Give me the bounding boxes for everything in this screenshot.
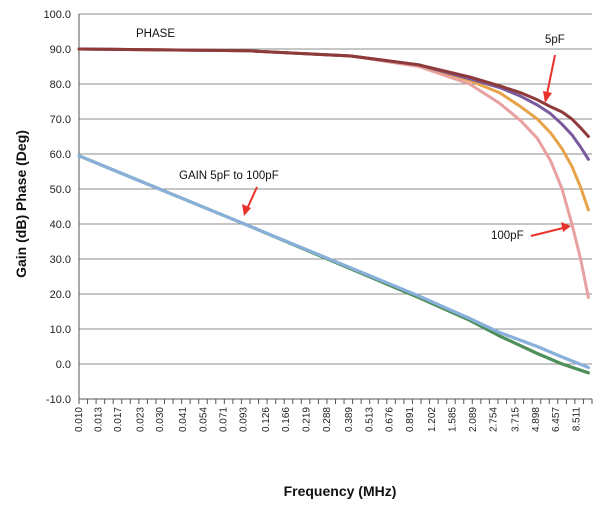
- annotation-phase: PHASE: [136, 28, 175, 40]
- x-tick-label: 0.013: [93, 407, 104, 432]
- x-tick-label: 2.754: [488, 407, 499, 432]
- y-tick-label: 50.0: [50, 184, 71, 196]
- x-tick-label: 0.389: [344, 407, 355, 432]
- y-tick-label: 70.0: [50, 114, 71, 126]
- x-tick-label: 0.054: [198, 407, 209, 432]
- x-tick-label: 0.219: [302, 407, 313, 432]
- y-tick-labels: 100.0 90.0 80.0 70.0 60.0 50.0 40.0 30.0 20.0 10.…: [43, 9, 71, 406]
- arrow-5pf: [546, 54, 556, 95]
- x-tick-label: 0.513: [364, 407, 375, 432]
- arrowhead-100pf: [561, 222, 571, 232]
- x-tick-label: 4.898: [531, 407, 542, 432]
- y-tick-label: 40.0: [50, 219, 71, 231]
- annotation-5pf: 5pF: [545, 34, 565, 46]
- phase-series-line-3: [77, 47, 590, 138]
- arrow-100pf: [530, 227, 564, 237]
- x-tick-label: 0.030: [155, 407, 166, 432]
- x-axis-title: Frequency (MHz): [284, 483, 397, 499]
- x-tick-label: 0.071: [219, 407, 230, 432]
- gain-series-line-5: [77, 154, 591, 370]
- gridlines: [79, 13, 592, 400]
- y-tick-label: 0.0: [56, 359, 71, 371]
- arrowhead-5pf: [543, 91, 552, 103]
- y-axis-title: Gain (dB) Phase (Deg): [13, 130, 29, 278]
- y-tick-label: -10.0: [46, 394, 71, 406]
- y-tick-label: 100.0: [43, 9, 71, 21]
- x-tick-labels: 0.010 0.013 0.017 0.023 0.030 0.041 0.054 0.071…: [74, 399, 593, 432]
- x-tick-label: 0.093: [238, 407, 249, 432]
- x-tick-label: 0.023: [135, 407, 146, 432]
- y-tick-label: 30.0: [50, 254, 71, 266]
- x-tick-label: 3.715: [510, 407, 521, 432]
- y-tick-label: 10.0: [50, 324, 71, 336]
- x-tick-label: 8.511: [572, 407, 583, 432]
- x-tick-label: 6.457: [551, 407, 562, 432]
- x-tick-label: 1.202: [427, 407, 438, 432]
- annotation-arrows: [242, 54, 571, 237]
- x-tick-label: 0.017: [113, 407, 124, 432]
- x-tick-label: 0.891: [405, 407, 416, 432]
- x-tick-label: 0.676: [385, 407, 396, 432]
- y-tick-label: 80.0: [50, 79, 71, 91]
- arrow-gain: [246, 186, 258, 210]
- x-tick-label: 0.041: [178, 407, 189, 432]
- x-tick-label: 2.089: [468, 407, 479, 432]
- x-tick-label: 0.166: [281, 407, 292, 432]
- annotation-gain: GAIN 5pF to 100pF: [179, 170, 279, 182]
- y-tick-label: 20.0: [50, 289, 71, 301]
- y-tick-label: 60.0: [50, 149, 71, 161]
- x-tick-label: 0.288: [322, 407, 333, 432]
- y-tick-label: 90.0: [50, 44, 71, 56]
- arrowhead-gain: [242, 204, 251, 216]
- x-tick-label: 1.585: [448, 407, 459, 432]
- x-tick-label: 0.010: [74, 407, 85, 432]
- series-lines: [77, 47, 591, 375]
- annotation-100pf: 100pF: [491, 230, 524, 242]
- x-tick-label: 0.126: [261, 407, 272, 432]
